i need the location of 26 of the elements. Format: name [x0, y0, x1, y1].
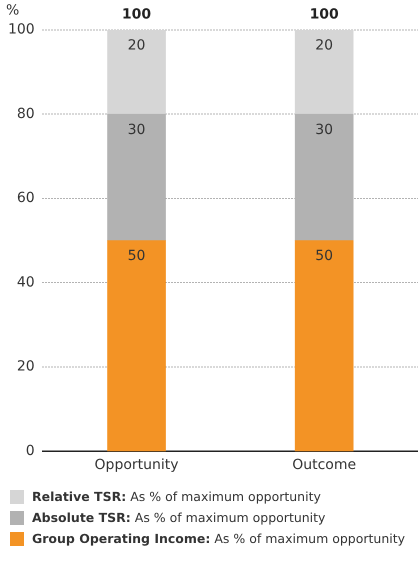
y-axis-title: % [6, 2, 20, 19]
bar [294, 114, 354, 241]
y-tick-label: 80 [16, 106, 35, 122]
y-tick-label: 100 [8, 22, 35, 38]
x-tick-label: Opportunity [94, 457, 179, 474]
data-label: 50 [128, 248, 146, 264]
bar [107, 30, 166, 115]
data-label: 20 [315, 38, 334, 54]
legend-label: Group Operating Income: As % of maximum opportunity [32, 531, 406, 546]
y-tick-label: 0 [26, 442, 35, 459]
x-tick-label: Outcome [292, 457, 356, 474]
legend-label: Absolute TSR: As % of maximum opportunity [32, 510, 326, 525]
bar [294, 30, 354, 115]
total-label: 100 [310, 6, 340, 23]
y-tick-label: 60 [16, 190, 35, 206]
legend-label: Relative TSR: As % of maximum opportunity [32, 489, 321, 504]
data-label: 20 [128, 38, 146, 54]
total-label: 100 [122, 6, 152, 23]
bar [107, 240, 166, 452]
bar [294, 240, 354, 452]
data-label: 30 [315, 122, 334, 138]
data-label: 30 [128, 122, 146, 138]
data-label: 50 [315, 248, 334, 264]
y-tick-label: 40 [16, 274, 35, 290]
bar [107, 114, 166, 241]
y-tick-label: 20 [16, 358, 35, 375]
